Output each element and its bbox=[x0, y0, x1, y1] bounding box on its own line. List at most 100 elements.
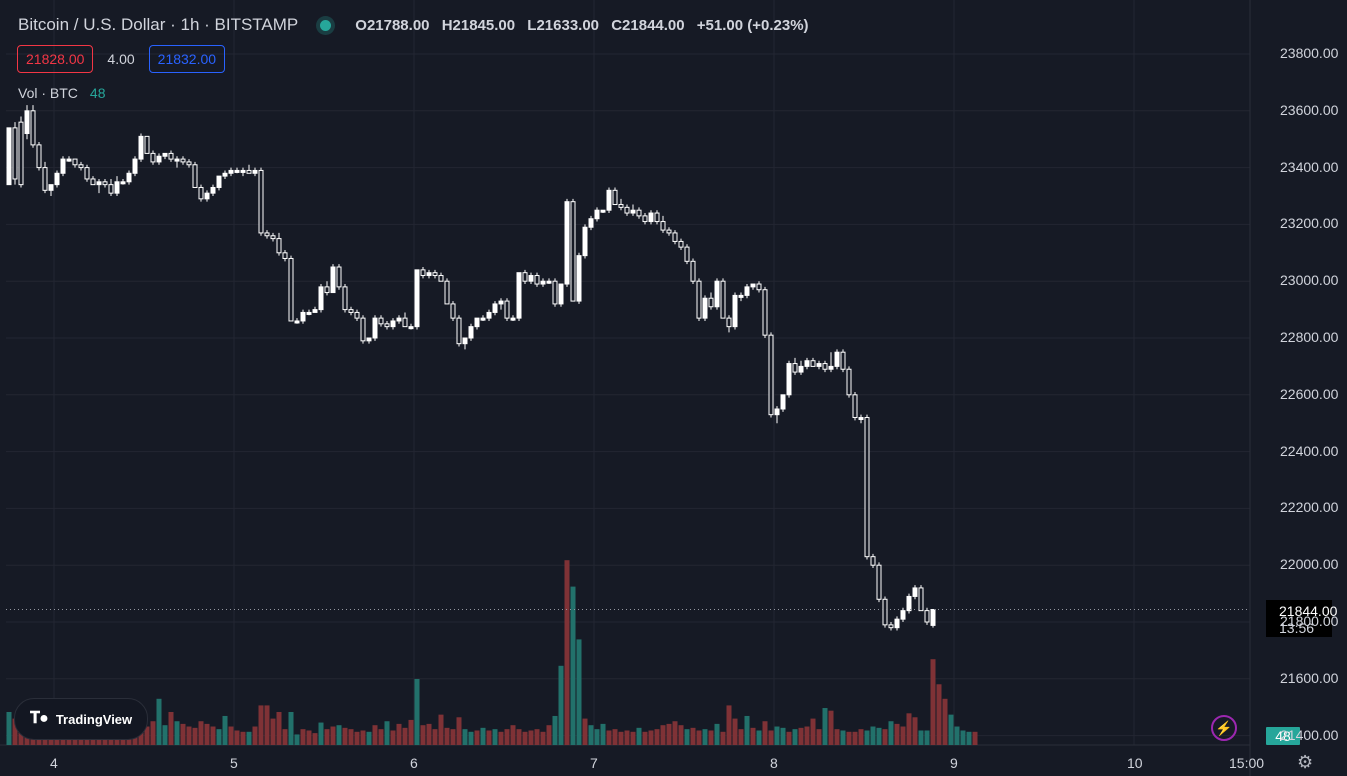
candle-body bbox=[180, 158, 186, 163]
price-tick-label: 21800.00 bbox=[1280, 613, 1339, 629]
volume-bar bbox=[630, 731, 636, 745]
candle-body bbox=[252, 169, 258, 174]
volume-bar bbox=[210, 726, 216, 745]
tradingview-logo-icon: 𝐓● bbox=[29, 710, 49, 727]
volume-bar bbox=[414, 679, 420, 745]
candle-body bbox=[552, 280, 558, 305]
volume-bar bbox=[384, 721, 390, 745]
volume-legend[interactable]: Vol · BTC 48 bbox=[18, 85, 105, 101]
volume-bar bbox=[438, 714, 444, 745]
volume-bar bbox=[762, 721, 768, 745]
candle-body bbox=[198, 186, 204, 200]
candle-body bbox=[912, 587, 918, 597]
price-tick-label: 23400.00 bbox=[1280, 158, 1339, 175]
volume-bar bbox=[504, 729, 510, 745]
candle-body bbox=[60, 158, 66, 174]
candle-body bbox=[534, 275, 540, 285]
candle-body bbox=[708, 297, 714, 308]
candle-body bbox=[222, 172, 228, 177]
candle-body bbox=[636, 209, 642, 217]
volume-bar bbox=[948, 714, 954, 745]
candle-body bbox=[324, 286, 330, 294]
volume-bar bbox=[204, 723, 210, 745]
last-price-value: 21844.00 bbox=[1279, 603, 1338, 619]
last-price-tag: 21844.00 13:56 bbox=[1266, 600, 1338, 637]
candle-body bbox=[918, 587, 924, 612]
volume-bar bbox=[534, 729, 540, 745]
volume-bar bbox=[780, 727, 786, 745]
ohlc-readout: O21788.00 H21845.00 L21633.00 C21844.00 … bbox=[355, 17, 808, 34]
candle-body bbox=[834, 351, 840, 367]
volume-bar bbox=[288, 712, 294, 745]
volume-bar bbox=[564, 560, 570, 745]
candle-body bbox=[744, 286, 750, 296]
volume-bar bbox=[492, 729, 498, 745]
candle-body bbox=[240, 169, 246, 173]
price-tick-label: 21600.00 bbox=[1280, 669, 1339, 686]
candle-body bbox=[594, 209, 600, 220]
volume-bar bbox=[342, 727, 348, 745]
volume-bar bbox=[546, 725, 552, 745]
volume-bar bbox=[732, 718, 738, 745]
buy-button[interactable]: 21832.00 bbox=[148, 45, 226, 73]
candle-body bbox=[216, 175, 222, 188]
volume-bar bbox=[420, 725, 426, 745]
volume-bar bbox=[834, 729, 840, 745]
candle-body bbox=[504, 300, 510, 319]
price-tick-label: 21400.00 bbox=[1280, 726, 1339, 743]
candle-body bbox=[456, 317, 462, 345]
candle-body bbox=[468, 326, 474, 339]
candle-body bbox=[384, 323, 390, 328]
candle-body bbox=[510, 317, 516, 321]
volume-bar bbox=[576, 639, 582, 745]
volume-bar bbox=[510, 725, 516, 745]
price-tick-label: 22000.00 bbox=[1280, 556, 1339, 573]
candle-body bbox=[114, 181, 120, 194]
high-label: H bbox=[441, 16, 453, 34]
sell-button[interactable]: 21828.00 bbox=[17, 45, 94, 73]
candle-body bbox=[186, 161, 192, 166]
volume-label: Vol · BTC bbox=[18, 85, 78, 101]
tradingview-logo[interactable]: 𝐓● TradingView bbox=[14, 698, 148, 740]
candle-body bbox=[432, 272, 438, 277]
volume-bar bbox=[738, 729, 744, 745]
gear-icon[interactable]: ⚙ bbox=[1297, 752, 1314, 772]
volume-bar bbox=[900, 726, 906, 745]
time-tick-label: 8 bbox=[770, 755, 778, 771]
volume-bar bbox=[594, 729, 600, 745]
candle-body bbox=[660, 221, 666, 231]
volume-bar bbox=[252, 726, 258, 745]
volume-bar bbox=[966, 731, 972, 745]
volume-bar bbox=[354, 731, 360, 745]
candle-body bbox=[390, 320, 396, 328]
candle-body bbox=[12, 127, 18, 180]
candle-body bbox=[360, 317, 366, 342]
candle-body bbox=[474, 317, 480, 328]
candle-body bbox=[336, 266, 342, 288]
close-value: 21844.00 bbox=[622, 16, 685, 34]
volume-bar bbox=[846, 731, 852, 745]
candle-body bbox=[852, 394, 858, 419]
close-label: C bbox=[611, 16, 623, 34]
candle-body bbox=[450, 303, 456, 319]
volume-bar bbox=[768, 730, 774, 745]
volume-bar bbox=[918, 730, 924, 745]
candle-body bbox=[516, 272, 522, 319]
price-tick-label: 23600.00 bbox=[1280, 101, 1339, 118]
volume-bar bbox=[270, 718, 276, 745]
lightning-icon[interactable]: ⚡ bbox=[1211, 715, 1237, 741]
symbol-title[interactable]: Bitcoin / U.S. Dollar · 1h · BITSTAMP bbox=[18, 15, 299, 34]
candle-body bbox=[564, 201, 570, 285]
candle-body bbox=[624, 206, 630, 214]
candle-body bbox=[438, 275, 444, 282]
candle-body bbox=[90, 178, 96, 186]
candle-body bbox=[654, 212, 660, 223]
volume-bar bbox=[516, 729, 522, 745]
volume-bar bbox=[750, 727, 756, 745]
volume-bar bbox=[672, 721, 678, 745]
candle-body bbox=[588, 218, 594, 228]
candle-body bbox=[174, 158, 180, 162]
volume-bar bbox=[180, 723, 186, 745]
high-value: 21845.00 bbox=[452, 16, 516, 34]
